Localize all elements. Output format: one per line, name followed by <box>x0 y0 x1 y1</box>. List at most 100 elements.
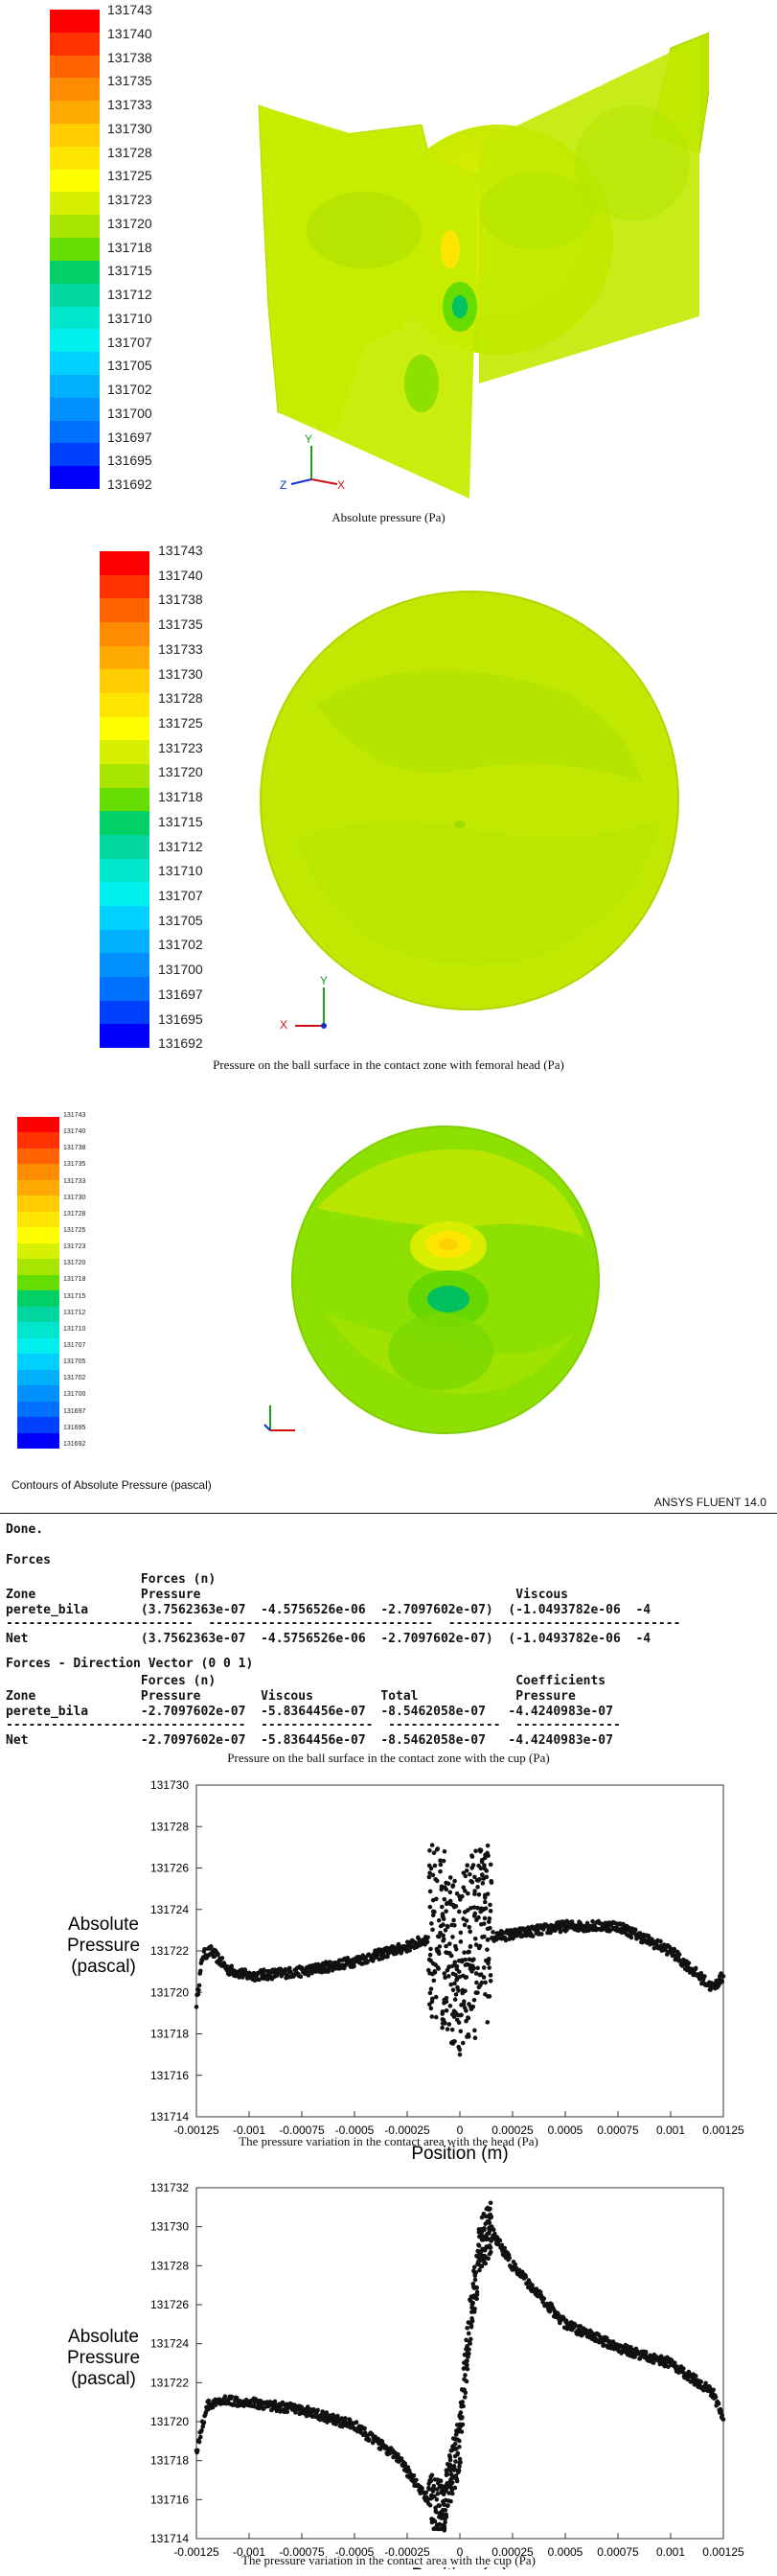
plot-frame <box>195 2187 724 2540</box>
data-point <box>396 2451 400 2457</box>
data-point <box>438 1862 444 1868</box>
colorbar-label: 131738 <box>107 49 152 65</box>
data-point <box>430 1909 436 1915</box>
data-point <box>197 1968 203 1974</box>
colorbar-swatch <box>50 283 100 307</box>
data-point <box>428 1866 434 1871</box>
data-point <box>411 2472 417 2478</box>
data-point <box>485 2020 491 2025</box>
contours-title: Contours of Absolute Pressure (pascal) <box>11 1478 212 1492</box>
colorbar-label: 131712 <box>107 287 152 303</box>
data-point <box>452 2475 457 2480</box>
colorbar-swatch <box>50 169 100 193</box>
data-point <box>461 1870 467 1875</box>
data-point <box>443 2507 448 2513</box>
data-point <box>475 1905 480 1911</box>
data-point <box>491 2227 496 2233</box>
colorbar-label: 131712 <box>158 838 203 854</box>
colorbar-label: 131730 <box>63 1194 86 1201</box>
data-point <box>219 1956 225 1961</box>
colorbar-swatch <box>17 1432 59 1450</box>
data-point <box>427 1889 433 1894</box>
data-point <box>458 1930 464 1936</box>
data-point <box>439 1884 445 1890</box>
data-point <box>222 2394 228 2399</box>
data-point <box>427 1847 432 1853</box>
data-point <box>442 1896 447 1902</box>
data-point <box>448 2498 453 2504</box>
colorbar-label: 131728 <box>158 690 203 707</box>
data-point <box>482 1899 488 1905</box>
data-point <box>481 2257 487 2263</box>
colorbar-label: 131715 <box>158 813 203 829</box>
colorbar-label: 131735 <box>63 1161 86 1169</box>
data-point <box>441 2498 446 2504</box>
x-tick-label: 0.0005 <box>548 2545 583 2559</box>
data-point <box>489 2236 494 2241</box>
data-point <box>486 2256 491 2262</box>
colorbar-swatch <box>100 953 149 978</box>
colorbar-label: 131725 <box>63 1227 86 1234</box>
data-point <box>441 1937 446 1942</box>
data-point <box>445 2027 450 2031</box>
data-point <box>265 1977 270 1982</box>
data-point <box>480 2253 485 2259</box>
data-point <box>435 2480 441 2486</box>
data-point <box>466 2331 471 2336</box>
data-point <box>486 1957 491 1961</box>
data-point <box>456 1988 461 1993</box>
colorbar-label: 131730 <box>158 665 203 682</box>
data-point <box>440 2011 446 2016</box>
colorbar-swatch <box>100 622 149 647</box>
data-point <box>434 1896 439 1902</box>
data-point <box>469 1879 475 1885</box>
colorbar-swatch <box>17 1290 59 1308</box>
x-tick-label: 0.00125 <box>702 2545 744 2559</box>
x-tick-label: -0.001 <box>233 2545 265 2559</box>
data-point <box>444 1909 448 1914</box>
data-point <box>632 1927 638 1933</box>
data-point <box>464 2008 468 2013</box>
data-point <box>465 2326 469 2331</box>
data-point <box>464 2018 468 2024</box>
data-point <box>262 1967 266 1972</box>
data-point <box>482 1863 487 1868</box>
data-point <box>457 2047 463 2053</box>
data-point <box>471 1905 477 1910</box>
data-point <box>457 1974 462 1980</box>
data-point <box>468 1966 473 1971</box>
colorbar-swatch <box>100 835 149 860</box>
data-point <box>464 1918 469 1923</box>
x-tick-label: 0.00075 <box>597 2545 639 2559</box>
data-point <box>257 2405 262 2411</box>
scatter-points <box>194 2200 726 2533</box>
data-point <box>436 1917 442 1923</box>
data-point <box>454 1891 460 1896</box>
data-point <box>453 2432 459 2437</box>
colorbar-3-labels: 131743 131740 131738 131735 131733 131730 1317… <box>63 1112 121 1457</box>
x-tick-label: -0.0005 <box>335 2545 375 2559</box>
t2-separator: -------------------------------- -------… <box>6 1718 621 1732</box>
data-point <box>201 2420 207 2425</box>
colorbar-swatch <box>100 645 149 670</box>
data-point <box>429 2517 434 2521</box>
data-point <box>468 1905 473 1911</box>
data-point <box>703 2380 708 2386</box>
colorbar-label: 131718 <box>63 1276 86 1284</box>
data-point <box>257 1977 262 1983</box>
data-point <box>460 2040 466 2046</box>
axis-triad-icon: Y X <box>280 974 328 1032</box>
data-point <box>463 1957 468 1962</box>
colorbar-label: 131738 <box>63 1145 86 1152</box>
x-tick-label: 0.00025 <box>491 2545 534 2559</box>
data-point <box>713 2395 719 2400</box>
data-point <box>450 1987 456 1992</box>
y-tick-label: 131724 <box>150 2337 189 2351</box>
data-point <box>477 2267 482 2273</box>
data-point <box>471 1997 477 2003</box>
t1-row-net: Net (3.7562363e-07 -4.5756526e-06 -2.709… <box>6 1632 651 1646</box>
colorbar-label: 131710 <box>63 1325 86 1333</box>
data-point <box>285 2409 290 2415</box>
y-axis-label: (pascal) <box>71 2369 136 2389</box>
data-point <box>720 1979 725 1984</box>
